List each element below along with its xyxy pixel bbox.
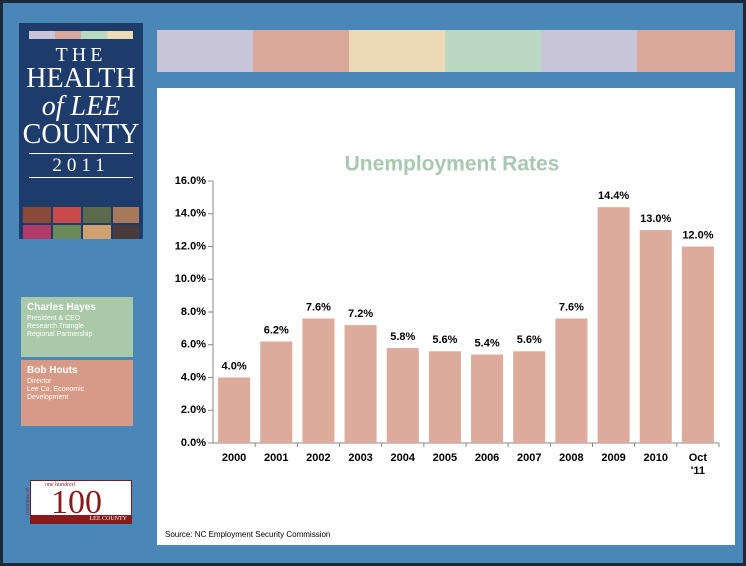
- value-label: 14.4%: [598, 190, 629, 202]
- x-tick-label: 2010: [643, 452, 668, 464]
- chart: Unemployment Rates Source: NC Employment…: [165, 153, 720, 539]
- bar: [681, 246, 714, 443]
- x-tick-label: 2004: [390, 452, 415, 464]
- color-strip: [349, 30, 445, 72]
- bar: [471, 354, 504, 443]
- y-tick-label: 6.0%: [181, 339, 206, 351]
- x-tick-label: 2005: [432, 452, 458, 464]
- bar: [513, 351, 546, 443]
- bar: [344, 325, 377, 443]
- x-tick-label: Oct '11: [688, 452, 708, 477]
- bar: [386, 348, 419, 443]
- contact-line: Research Triangle: [27, 322, 84, 330]
- y-tick-label: 2.0%: [181, 404, 206, 416]
- x-tick-label: 2000: [221, 452, 247, 464]
- contact-line: Development: [27, 393, 69, 401]
- value-label: 7.6%: [306, 301, 331, 313]
- contact-line: Regional Partnership: [27, 330, 93, 338]
- logo-line: HEALTH: [26, 63, 136, 94]
- y-tick-label: 8.0%: [181, 306, 206, 318]
- bar: [597, 207, 630, 443]
- y-tick-label: 14.0%: [175, 208, 206, 220]
- color-strip: [253, 30, 349, 72]
- contact-card: Bob Houts Director Lee Co. Economic Deve…: [21, 360, 133, 426]
- y-tick-label: 10.0%: [175, 273, 206, 285]
- value-label: 12.0%: [682, 229, 713, 241]
- value-label: 5.8%: [390, 331, 415, 343]
- logo: THE HEALTH of LEE COUNTY 2011: [19, 23, 143, 239]
- x-tick-label: 2008: [559, 452, 584, 464]
- contact-line: Lee Co. Economic: [27, 385, 85, 393]
- badge-side: committee of: [25, 488, 31, 515]
- logo-line: THE: [55, 44, 107, 66]
- value-label: 5.4%: [475, 337, 500, 349]
- x-tick-label: 2009: [601, 452, 626, 464]
- badge-bottom: LEE COUNTY: [31, 515, 131, 523]
- value-label: 7.6%: [559, 301, 584, 313]
- chart-title: Unemployment Rates: [345, 153, 560, 176]
- bar: [260, 341, 293, 443]
- color-strip: [541, 30, 637, 72]
- bar: [218, 377, 251, 443]
- x-tick-label: 2003: [348, 452, 373, 464]
- y-tick-label: 12.0%: [175, 240, 206, 252]
- logo-line: of LEE: [41, 91, 121, 122]
- logo-line: COUNTY: [22, 119, 140, 150]
- logo-line: 2011: [29, 153, 133, 178]
- logo-stripe: [29, 31, 133, 39]
- y-tick-label: 4.0%: [181, 371, 206, 383]
- bar: [555, 318, 588, 443]
- color-strip: [157, 30, 253, 72]
- y-tick-label: 0.0%: [181, 437, 206, 449]
- contact-line: President & CEO: [27, 314, 81, 322]
- bar: [428, 351, 461, 443]
- x-tick-label: 2006: [474, 452, 500, 464]
- color-strip: [637, 30, 735, 72]
- color-strip: [445, 30, 541, 72]
- x-tick-label: 2007: [517, 452, 542, 464]
- contact-line: Director: [27, 377, 52, 385]
- value-label: 13.0%: [640, 213, 671, 225]
- value-label: 7.2%: [348, 308, 373, 320]
- contact-name: Charles Hayes: [27, 302, 96, 313]
- value-label: 6.2%: [264, 324, 289, 336]
- bar: [302, 318, 335, 443]
- chart-panel: Unemployment Rates Source: NC Employment…: [157, 88, 735, 545]
- badge-number: 100: [51, 484, 102, 521]
- value-label: 4.0%: [222, 360, 247, 372]
- value-label: 5.6%: [517, 334, 542, 346]
- x-tick-label: 2001: [264, 452, 289, 464]
- value-label: 5.6%: [432, 334, 457, 346]
- x-tick-label: 2002: [306, 452, 331, 464]
- contact-name: Bob Houts: [27, 365, 78, 376]
- badge: one hundred committee of 100 LEE COUNTY: [26, 480, 132, 524]
- source: Source: NC Employment Security Commissio…: [165, 530, 330, 539]
- y-tick-label: 16.0%: [175, 175, 206, 187]
- photo-collage: [23, 207, 139, 239]
- bar: [639, 230, 672, 443]
- contact-card: Charles Hayes President & CEO Research T…: [21, 297, 133, 357]
- badge-top: one hundred: [45, 482, 75, 488]
